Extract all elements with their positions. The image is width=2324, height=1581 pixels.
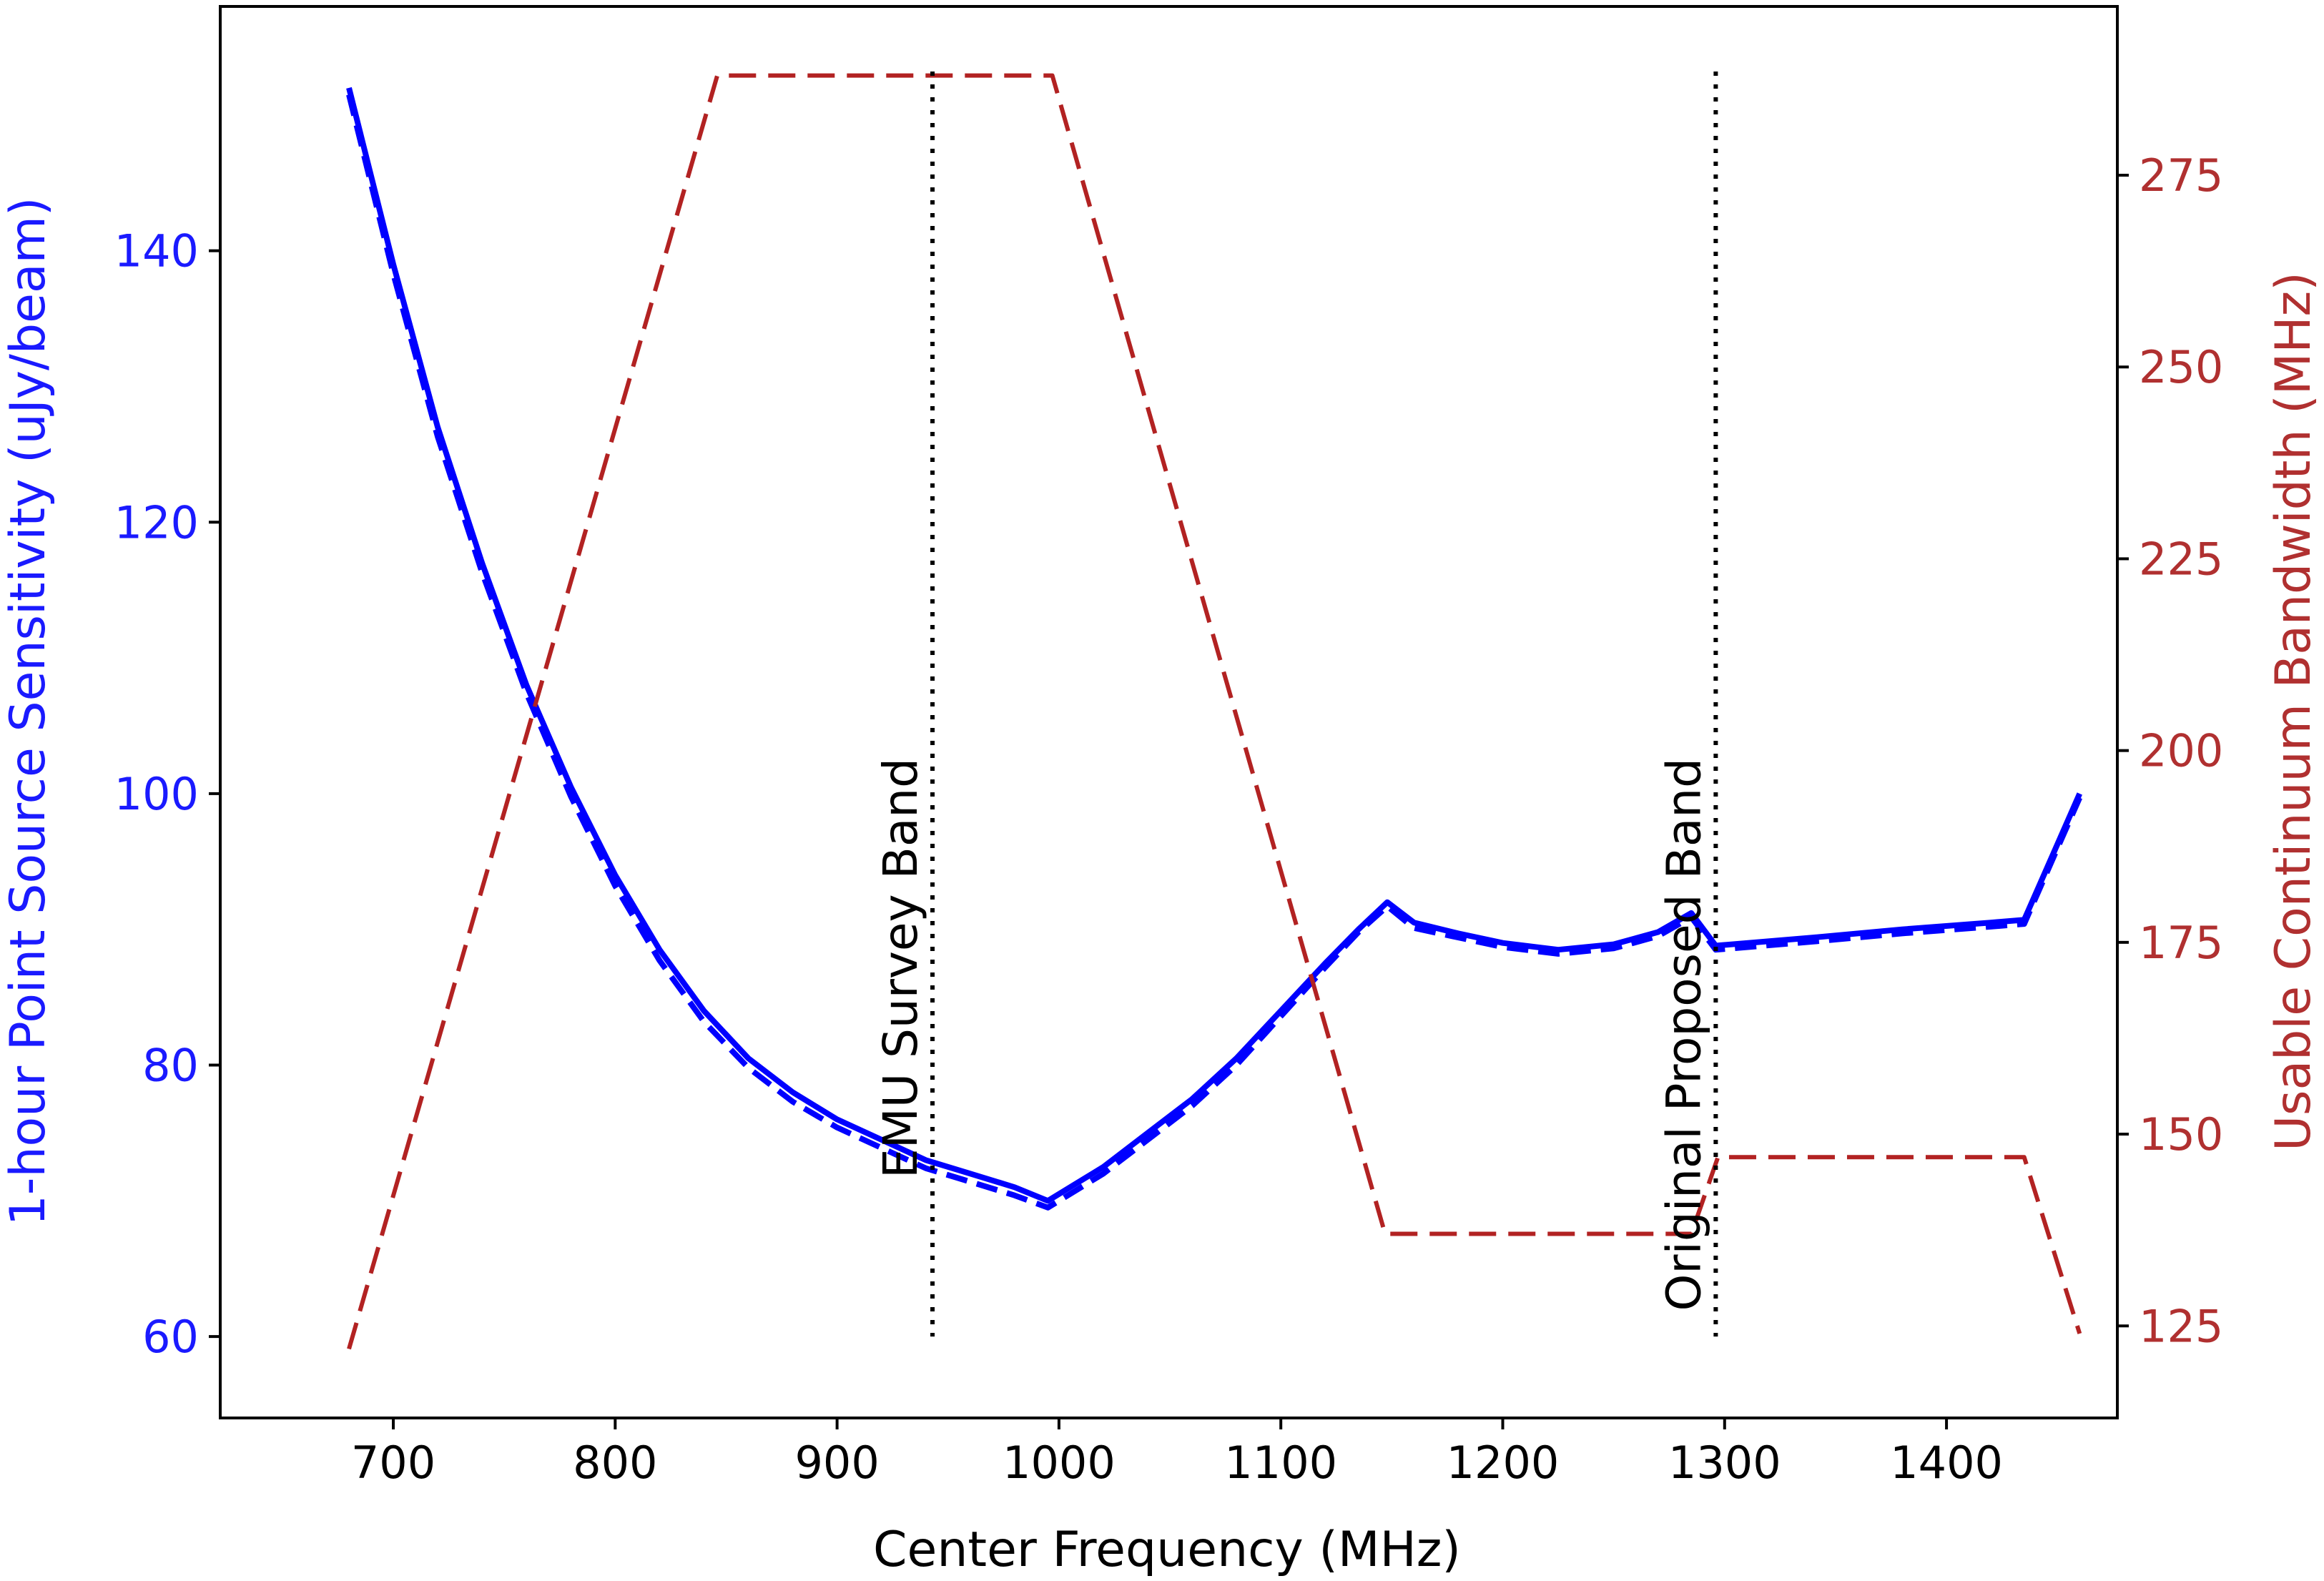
plot-lines (346, 73, 2082, 1350)
left-y-axis-label: 1-hour Point Source Sensitivity (uJy/bea… (0, 197, 56, 1226)
plot-frame (219, 5, 2119, 1419)
left-y-tick-label: 120 (114, 496, 199, 548)
left-y-tick-label: 60 (142, 1311, 199, 1363)
right-y-tick-label: 175 (2139, 917, 2223, 969)
bandwidth-series-line (347, 73, 2082, 1350)
right-y-tick-label: 275 (2139, 149, 2223, 202)
reference-line-label: EMU Survey Band (873, 758, 928, 1178)
right-y-tick-label: 225 (2139, 533, 2223, 585)
right-y-tick-label: 150 (2139, 1108, 2223, 1161)
left-y-axis: 60 80 100 120 140 (114, 225, 220, 1363)
x-axis-label: Center Frequency (MHz) (873, 1522, 1461, 1578)
left-y-tick-label: 80 (142, 1040, 199, 1092)
left-y-tick-label: 100 (114, 768, 199, 820)
left-y-tick-label: 140 (114, 225, 199, 277)
x-tick-label: 1100 (1224, 1437, 1337, 1489)
x-tick-label: 900 (794, 1437, 879, 1489)
reference-line-label: Original Proposed Band (1656, 758, 1711, 1311)
right-y-axis: 125 150 175 200 225 250 275 (2117, 149, 2223, 1352)
right-y-tick-label: 200 (2139, 725, 2223, 777)
right-y-axis-label: Usable Continuum Bandwidth (MHz) (2265, 272, 2322, 1151)
right-y-tick-label: 125 (2139, 1300, 2223, 1352)
right-y-tick-label: 250 (2139, 341, 2223, 393)
sensitivity-dashed-series-line (346, 94, 2082, 1211)
reference-lines: EMU Survey Band Original Proposed Band (873, 72, 1718, 1337)
x-tick-label: 1400 (1890, 1437, 2003, 1489)
x-tick-label: 800 (573, 1437, 657, 1489)
x-tick-label: 1300 (1668, 1437, 1781, 1489)
sensitivity-series-line (346, 87, 2082, 1204)
x-tick-label: 1200 (1447, 1437, 1560, 1489)
x-tick-label: 1000 (1003, 1437, 1116, 1489)
x-axis: 700 800 900 1000 1100 1200 1300 1400 (351, 1418, 2003, 1489)
x-tick-label: 700 (351, 1437, 435, 1489)
